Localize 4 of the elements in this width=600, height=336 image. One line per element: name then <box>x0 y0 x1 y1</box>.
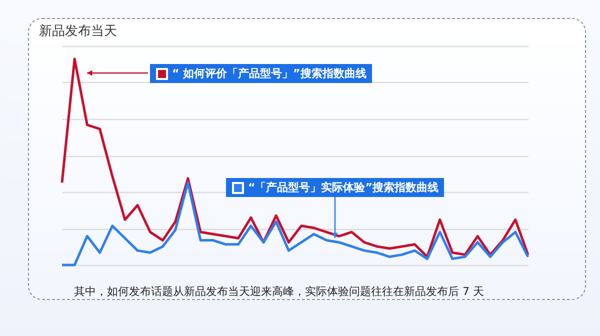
legend-label: “ 如何评价「产品型号」”搜索指数曲线 <box>172 67 366 80</box>
text: 其中，如何发布话题从新品发布当天迎来高峰，实际体验问题往往在新品发布后 7 天 <box>74 285 484 298</box>
legend-label: “「产品型号」实际体验”搜索指数曲线 <box>248 181 438 194</box>
chart-title: 新品发布当天 <box>38 24 117 39</box>
